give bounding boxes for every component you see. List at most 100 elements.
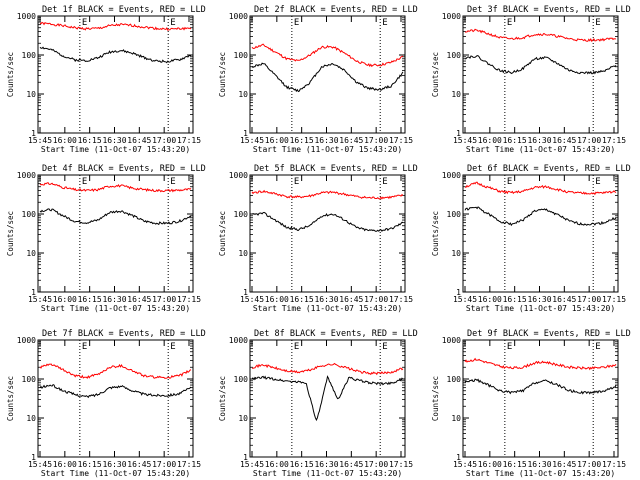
x-tick-label: 17:00 bbox=[152, 136, 176, 145]
x-tick-label: 16:45 bbox=[339, 136, 363, 145]
event-marker-label: E bbox=[82, 18, 87, 28]
plot-frame bbox=[462, 174, 619, 293]
y-tick-label: 1000 bbox=[442, 12, 461, 21]
x-tick-label: 16:30 bbox=[527, 136, 551, 145]
chart-title: Det 6f BLACK = Events, RED = LLD bbox=[467, 164, 631, 174]
plot-frame bbox=[37, 339, 194, 458]
y-axis-label: Counts/sec bbox=[6, 52, 15, 97]
y-tick-label: 100 bbox=[447, 210, 462, 219]
y-tick-label: 10 bbox=[238, 249, 248, 258]
x-axis-label: Start Time (11-Oct-07 15:43:20) bbox=[253, 469, 402, 478]
x-tick-label: 16:00 bbox=[478, 136, 502, 145]
event-marker-label: E bbox=[595, 342, 600, 352]
x-tick-label: 16:00 bbox=[478, 295, 502, 304]
x-tick-label: 15:45 bbox=[240, 295, 264, 304]
x-tick-label: 17:15 bbox=[389, 136, 413, 145]
y-tick-label: 10 bbox=[238, 414, 248, 423]
chart-title: Det 9f BLACK = Events, RED = LLD bbox=[467, 329, 631, 339]
chart-title: Det 5f BLACK = Events, RED = LLD bbox=[254, 164, 418, 174]
y-tick-label: 1 bbox=[31, 453, 36, 462]
y-tick-label: 1000 bbox=[442, 171, 461, 180]
lld-series-line bbox=[464, 28, 617, 43]
x-tick-label: 16:15 bbox=[78, 295, 102, 304]
event-marker-label: E bbox=[294, 18, 299, 28]
x-axis-label: Start Time (11-Oct-07 15:43:20) bbox=[466, 145, 615, 154]
y-tick-label: 10 bbox=[26, 249, 36, 258]
chart-panel: Det 9f BLACK = Events, RED = LLD 1 10 100 10… bbox=[431, 329, 631, 478]
x-tick-label: 16:45 bbox=[552, 136, 576, 145]
x-tick-label: 16:30 bbox=[102, 460, 126, 469]
x-tick-label: 17:15 bbox=[389, 295, 413, 304]
x-tick-label: 16:00 bbox=[53, 136, 77, 145]
x-tick-label: 16:30 bbox=[527, 295, 551, 304]
x-tick-label: 16:30 bbox=[527, 460, 551, 469]
y-tick-label: 1000 bbox=[229, 171, 248, 180]
x-tick-label: 17:15 bbox=[602, 460, 626, 469]
event-marker-label: E bbox=[507, 342, 512, 352]
x-tick-label: 16:30 bbox=[314, 460, 338, 469]
x-tick-label: 16:00 bbox=[53, 295, 77, 304]
x-tick-label: 17:00 bbox=[577, 136, 601, 145]
y-tick-label: 1000 bbox=[229, 12, 248, 21]
y-tick-label: 1000 bbox=[17, 12, 36, 21]
plot-frame bbox=[462, 339, 619, 458]
x-tick-label: 16:15 bbox=[290, 136, 314, 145]
lld-series-line bbox=[39, 21, 192, 31]
plot-frame bbox=[249, 15, 406, 134]
x-tick-label: 16:30 bbox=[102, 295, 126, 304]
x-tick-label: 15:45 bbox=[453, 136, 477, 145]
x-tick-label: 16:30 bbox=[314, 295, 338, 304]
chart-panel: Det 5f BLACK = Events, RED = LLD 1 10 100 10… bbox=[218, 164, 418, 313]
lld-series-line bbox=[464, 181, 617, 196]
events-series-line bbox=[39, 46, 192, 64]
chart-panel: Det 4f BLACK = Events, RED = LLD 1 10 100 10… bbox=[6, 164, 206, 313]
y-tick-label: 1000 bbox=[229, 336, 248, 345]
event-marker-label: E bbox=[170, 177, 175, 187]
x-tick-label: 16:15 bbox=[503, 136, 527, 145]
x-tick-label: 16:15 bbox=[503, 460, 527, 469]
x-tick-label: 16:15 bbox=[78, 460, 102, 469]
event-marker-label: E bbox=[595, 177, 600, 187]
x-tick-label: 16:45 bbox=[339, 295, 363, 304]
plot-frame bbox=[249, 339, 406, 458]
x-axis-label: Start Time (11-Oct-07 15:43:20) bbox=[253, 304, 402, 313]
x-tick-label: 17:15 bbox=[177, 136, 201, 145]
chart-panel: Det 1f BLACK = Events, RED = LLD 1 10 100 10… bbox=[6, 5, 206, 154]
event-marker-label: E bbox=[507, 18, 512, 28]
x-tick-label: 16:00 bbox=[265, 136, 289, 145]
x-tick-label: 17:15 bbox=[602, 136, 626, 145]
chart-panel: Det 2f BLACK = Events, RED = LLD 1 10 100 10… bbox=[218, 5, 418, 154]
x-tick-label: 15:45 bbox=[28, 136, 52, 145]
x-tick-label: 16:15 bbox=[290, 295, 314, 304]
y-tick-label: 1 bbox=[31, 288, 36, 297]
events-series-line bbox=[39, 383, 192, 399]
x-axis-label: Start Time (11-Oct-07 15:43:20) bbox=[466, 469, 615, 478]
lld-series-line bbox=[251, 43, 404, 68]
y-tick-label: 100 bbox=[447, 375, 462, 384]
x-tick-label: 15:45 bbox=[240, 460, 264, 469]
lld-series-line bbox=[39, 363, 192, 379]
y-tick-label: 100 bbox=[22, 51, 37, 60]
lld-series-line bbox=[464, 357, 617, 371]
y-axis-label: Counts/sec bbox=[218, 211, 227, 256]
lld-series-line bbox=[39, 182, 192, 193]
x-tick-label: 16:45 bbox=[127, 136, 151, 145]
x-tick-label: 17:00 bbox=[364, 460, 388, 469]
x-tick-label: 15:45 bbox=[28, 295, 52, 304]
event-marker-label: E bbox=[595, 18, 600, 28]
x-axis-label: Start Time (11-Oct-07 15:43:20) bbox=[41, 304, 190, 313]
x-tick-label: 17:00 bbox=[577, 460, 601, 469]
y-tick-label: 1 bbox=[456, 453, 461, 462]
chart-panel: Det 7f BLACK = Events, RED = LLD 1 10 100 10… bbox=[6, 329, 206, 478]
x-tick-label: 17:15 bbox=[602, 295, 626, 304]
y-tick-label: 10 bbox=[238, 90, 248, 99]
y-axis-label: Counts/sec bbox=[6, 376, 15, 421]
x-tick-label: 16:00 bbox=[265, 295, 289, 304]
event-marker-label: E bbox=[82, 177, 87, 187]
events-series-line bbox=[464, 55, 617, 75]
y-tick-label: 100 bbox=[234, 375, 249, 384]
y-tick-label: 10 bbox=[26, 414, 36, 423]
x-axis-label: Start Time (11-Oct-07 15:43:20) bbox=[466, 304, 615, 313]
x-tick-label: 17:00 bbox=[364, 295, 388, 304]
